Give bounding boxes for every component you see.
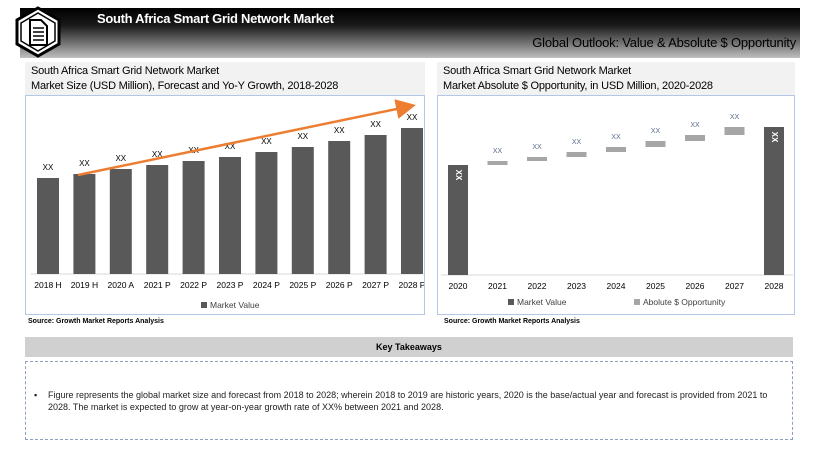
bar-2028-P <box>401 128 423 274</box>
takeaway-text: Figure represents the global market size… <box>48 390 768 412</box>
x-tick-label: 2023 P <box>217 280 244 290</box>
bar-2026-P <box>328 141 351 274</box>
x-tick-label: 2026 P <box>326 280 353 290</box>
x-tick-label: 2018 H <box>34 280 61 290</box>
data-label: XX <box>152 150 163 159</box>
left-source: Source: Growth Market Reports Analysis <box>28 318 164 325</box>
data-label: XX <box>532 144 542 151</box>
key-takeaways-title: Key Takeaways <box>25 337 793 357</box>
x-tick-label: 2027 P <box>362 280 389 290</box>
data-label: XX <box>115 154 126 163</box>
left-chart-header: South Africa Smart Grid Network Market M… <box>25 62 425 95</box>
x-tick-label: 2021 P <box>144 280 171 290</box>
right-chart-subtitle: Market Absolute $ Opportunity, in USD Mi… <box>443 80 713 92</box>
x-tick-label: 2020 <box>449 281 468 291</box>
right-chart-header: South Africa Smart Grid Network Market M… <box>437 62 795 95</box>
bullet-icon: ▪ <box>34 390 38 400</box>
market-size-chart: XX 2018 H XX 2019 H XX 2020 A XX 2021 P XX 2022 P… <box>25 95 425 315</box>
opportunity-bar-2025 <box>645 141 666 147</box>
data-label: XX <box>572 139 582 146</box>
header-title: South Africa Smart Grid Network Market <box>97 11 334 26</box>
bar-2025-P <box>291 147 314 274</box>
data-label: XX <box>297 132 308 141</box>
data-label: XX <box>334 126 345 135</box>
x-tick-label: 2024 <box>607 281 626 291</box>
right-source: Source: Growth Market Reports Analysis <box>444 318 580 325</box>
x-tick-label: 2026 <box>686 281 705 291</box>
header-band <box>20 8 800 58</box>
takeaway-item: ▪ Figure represents the global market si… <box>34 389 786 413</box>
x-tick-label: 2022 <box>528 281 547 291</box>
x-tick-label: 2028 P <box>399 280 425 290</box>
x-tick-label: 2028 <box>765 281 784 291</box>
x-tick-label: 2021 <box>488 281 507 291</box>
data-label: XX <box>493 148 503 155</box>
opportunity-bar-2022 <box>527 157 547 161</box>
data-label: XX <box>730 114 740 121</box>
legend-swatch-market-value <box>201 302 207 308</box>
left-chart-subtitle: Market Size (USD Million), Forecast and … <box>31 80 339 92</box>
data-label: XX <box>651 128 661 135</box>
bar-2020 <box>448 165 468 275</box>
x-tick-label: 2025 P <box>289 280 316 290</box>
x-tick-label: 2024 P <box>253 280 280 290</box>
opportunity-bar-2021 <box>487 161 508 165</box>
x-tick-label: 2027 <box>725 281 744 291</box>
x-tick-label: 2020 A <box>108 280 135 290</box>
data-label: XX <box>454 170 463 181</box>
x-tick-label: 2023 <box>567 281 586 291</box>
data-label: XX <box>690 122 700 129</box>
opportunity-bar-2023 <box>566 152 587 157</box>
opportunity-bar-2026 <box>685 135 705 141</box>
bar-2027-P <box>364 135 387 274</box>
x-tick-label: 2022 P <box>180 280 207 290</box>
left-chart-title: South Africa Smart Grid Network Market <box>31 65 220 77</box>
data-label: XX <box>611 134 621 141</box>
data-label: XX <box>407 113 418 122</box>
bar-2019-H <box>73 174 96 274</box>
bar-2023-P <box>219 157 241 274</box>
legend-label-market-value: Market Value <box>210 300 260 310</box>
data-label: XX <box>261 137 272 146</box>
opportunity-bar-2027 <box>724 127 745 135</box>
bar-2021-P <box>146 165 169 274</box>
bar-2024-P <box>255 152 278 274</box>
header-subtitle: Global Outlook: Value & Absolute $ Oppor… <box>532 35 796 50</box>
legend-swatch-market-value <box>508 299 514 305</box>
document-icon <box>15 6 61 58</box>
trend-arrow <box>77 99 416 177</box>
bar-2018-H <box>37 178 59 274</box>
bar-2028 <box>764 127 784 275</box>
legend-label-market-value: Market Value <box>517 297 567 307</box>
legend-label-opportunity: Abolute $ Opportunity <box>643 297 726 307</box>
data-label: XX <box>43 163 54 172</box>
data-label: XX <box>225 142 236 151</box>
data-label: XX <box>370 120 381 129</box>
opportunity-bar-2024 <box>606 147 626 152</box>
data-label: XX <box>79 159 90 168</box>
x-tick-label: 2019 H <box>71 280 98 290</box>
key-takeaways-box: ▪ Figure represents the global market si… <box>25 361 793 440</box>
legend-swatch-opportunity <box>634 299 640 305</box>
data-label: XX <box>770 132 779 143</box>
absolute-opportunity-chart: XX 2020 XX 2021 XX 2022 XX 2023 XX 2024 XX 2025 XX 20… <box>437 95 795 315</box>
x-tick-label: 2025 <box>646 281 665 291</box>
bar-2020-A <box>109 169 132 274</box>
bar-2022-P <box>182 161 205 274</box>
right-chart-title: South Africa Smart Grid Network Market <box>443 65 632 77</box>
